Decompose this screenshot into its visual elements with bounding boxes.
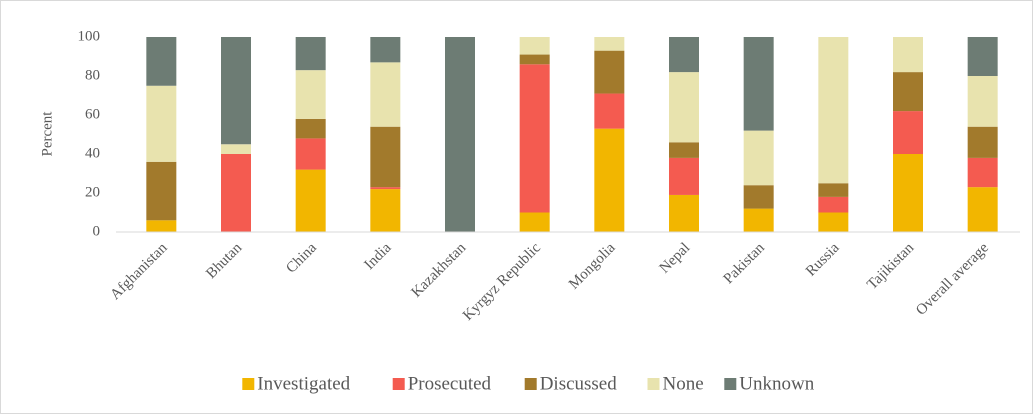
legend-label: Unknown bbox=[739, 373, 814, 394]
bar-segment bbox=[669, 37, 699, 73]
legend-label: None bbox=[663, 373, 704, 394]
bar-segment bbox=[818, 196, 849, 213]
bar-segment bbox=[669, 72, 699, 143]
bar-segment bbox=[594, 128, 625, 232]
y-tick-label: 0 bbox=[93, 223, 101, 239]
y-axis-label: Percent bbox=[39, 111, 55, 157]
y-tick-label: 20 bbox=[85, 184, 100, 200]
bar-segment bbox=[967, 126, 998, 158]
bar-segment bbox=[519, 54, 550, 65]
bar-segment bbox=[594, 50, 625, 94]
bar-segment bbox=[743, 185, 774, 209]
bar-segment bbox=[669, 157, 699, 195]
bar-segment bbox=[893, 37, 923, 73]
bar-segment bbox=[445, 37, 475, 232]
legend-swatch bbox=[647, 378, 660, 390]
bar-segment bbox=[146, 161, 177, 221]
bar-segment bbox=[221, 37, 251, 145]
bar-segment bbox=[594, 37, 625, 51]
legend-swatch bbox=[724, 378, 737, 390]
bar-segment bbox=[669, 194, 699, 232]
legend-label: Investigated bbox=[257, 373, 350, 394]
bar-segment bbox=[370, 189, 401, 232]
bar-segment bbox=[893, 111, 923, 154]
bar-segment bbox=[967, 187, 998, 232]
legend-swatch bbox=[524, 378, 537, 390]
legend-label: Prosecuted bbox=[408, 373, 492, 394]
bar-segment bbox=[146, 220, 177, 232]
bar-segment bbox=[893, 72, 923, 112]
bar-segment bbox=[818, 183, 849, 197]
legend: Investigated Prosecuted Discussed None Unkno… bbox=[242, 373, 815, 394]
bar-segment bbox=[146, 85, 177, 162]
bar-segment bbox=[743, 208, 774, 232]
bar-segment bbox=[669, 142, 699, 158]
bar-segment bbox=[146, 37, 177, 86]
bar-segment bbox=[295, 37, 326, 71]
bar-segment bbox=[221, 154, 251, 232]
legend-label: Discussed bbox=[540, 373, 618, 394]
bar-segment bbox=[818, 212, 849, 232]
bar-segment bbox=[967, 37, 998, 76]
y-tick-label: 40 bbox=[85, 145, 100, 161]
bar-segment bbox=[370, 126, 401, 188]
bar-segment bbox=[295, 70, 326, 119]
bar-segment bbox=[370, 62, 401, 127]
bar-segment bbox=[519, 64, 550, 213]
bar-segment bbox=[295, 138, 326, 170]
legend-swatch bbox=[392, 378, 405, 390]
legend-swatch bbox=[242, 378, 255, 390]
bar-segment bbox=[295, 169, 326, 232]
bar-segment bbox=[967, 157, 998, 188]
bar-segment bbox=[370, 37, 401, 63]
bar-segment bbox=[743, 130, 774, 186]
bar-segment bbox=[594, 93, 625, 129]
y-tick-label: 80 bbox=[85, 67, 100, 83]
bar-segment bbox=[370, 187, 401, 190]
y-tick-label: 100 bbox=[78, 28, 101, 44]
y-tick-label: 60 bbox=[85, 106, 100, 122]
bar-segment bbox=[295, 118, 326, 139]
bar-segment bbox=[221, 144, 251, 154]
bar-segment bbox=[818, 37, 849, 184]
bar-segment bbox=[743, 37, 774, 131]
bar-segment bbox=[519, 212, 550, 232]
bar-segment bbox=[967, 76, 998, 127]
bar-segment bbox=[893, 154, 923, 232]
bar-segment bbox=[519, 37, 550, 55]
